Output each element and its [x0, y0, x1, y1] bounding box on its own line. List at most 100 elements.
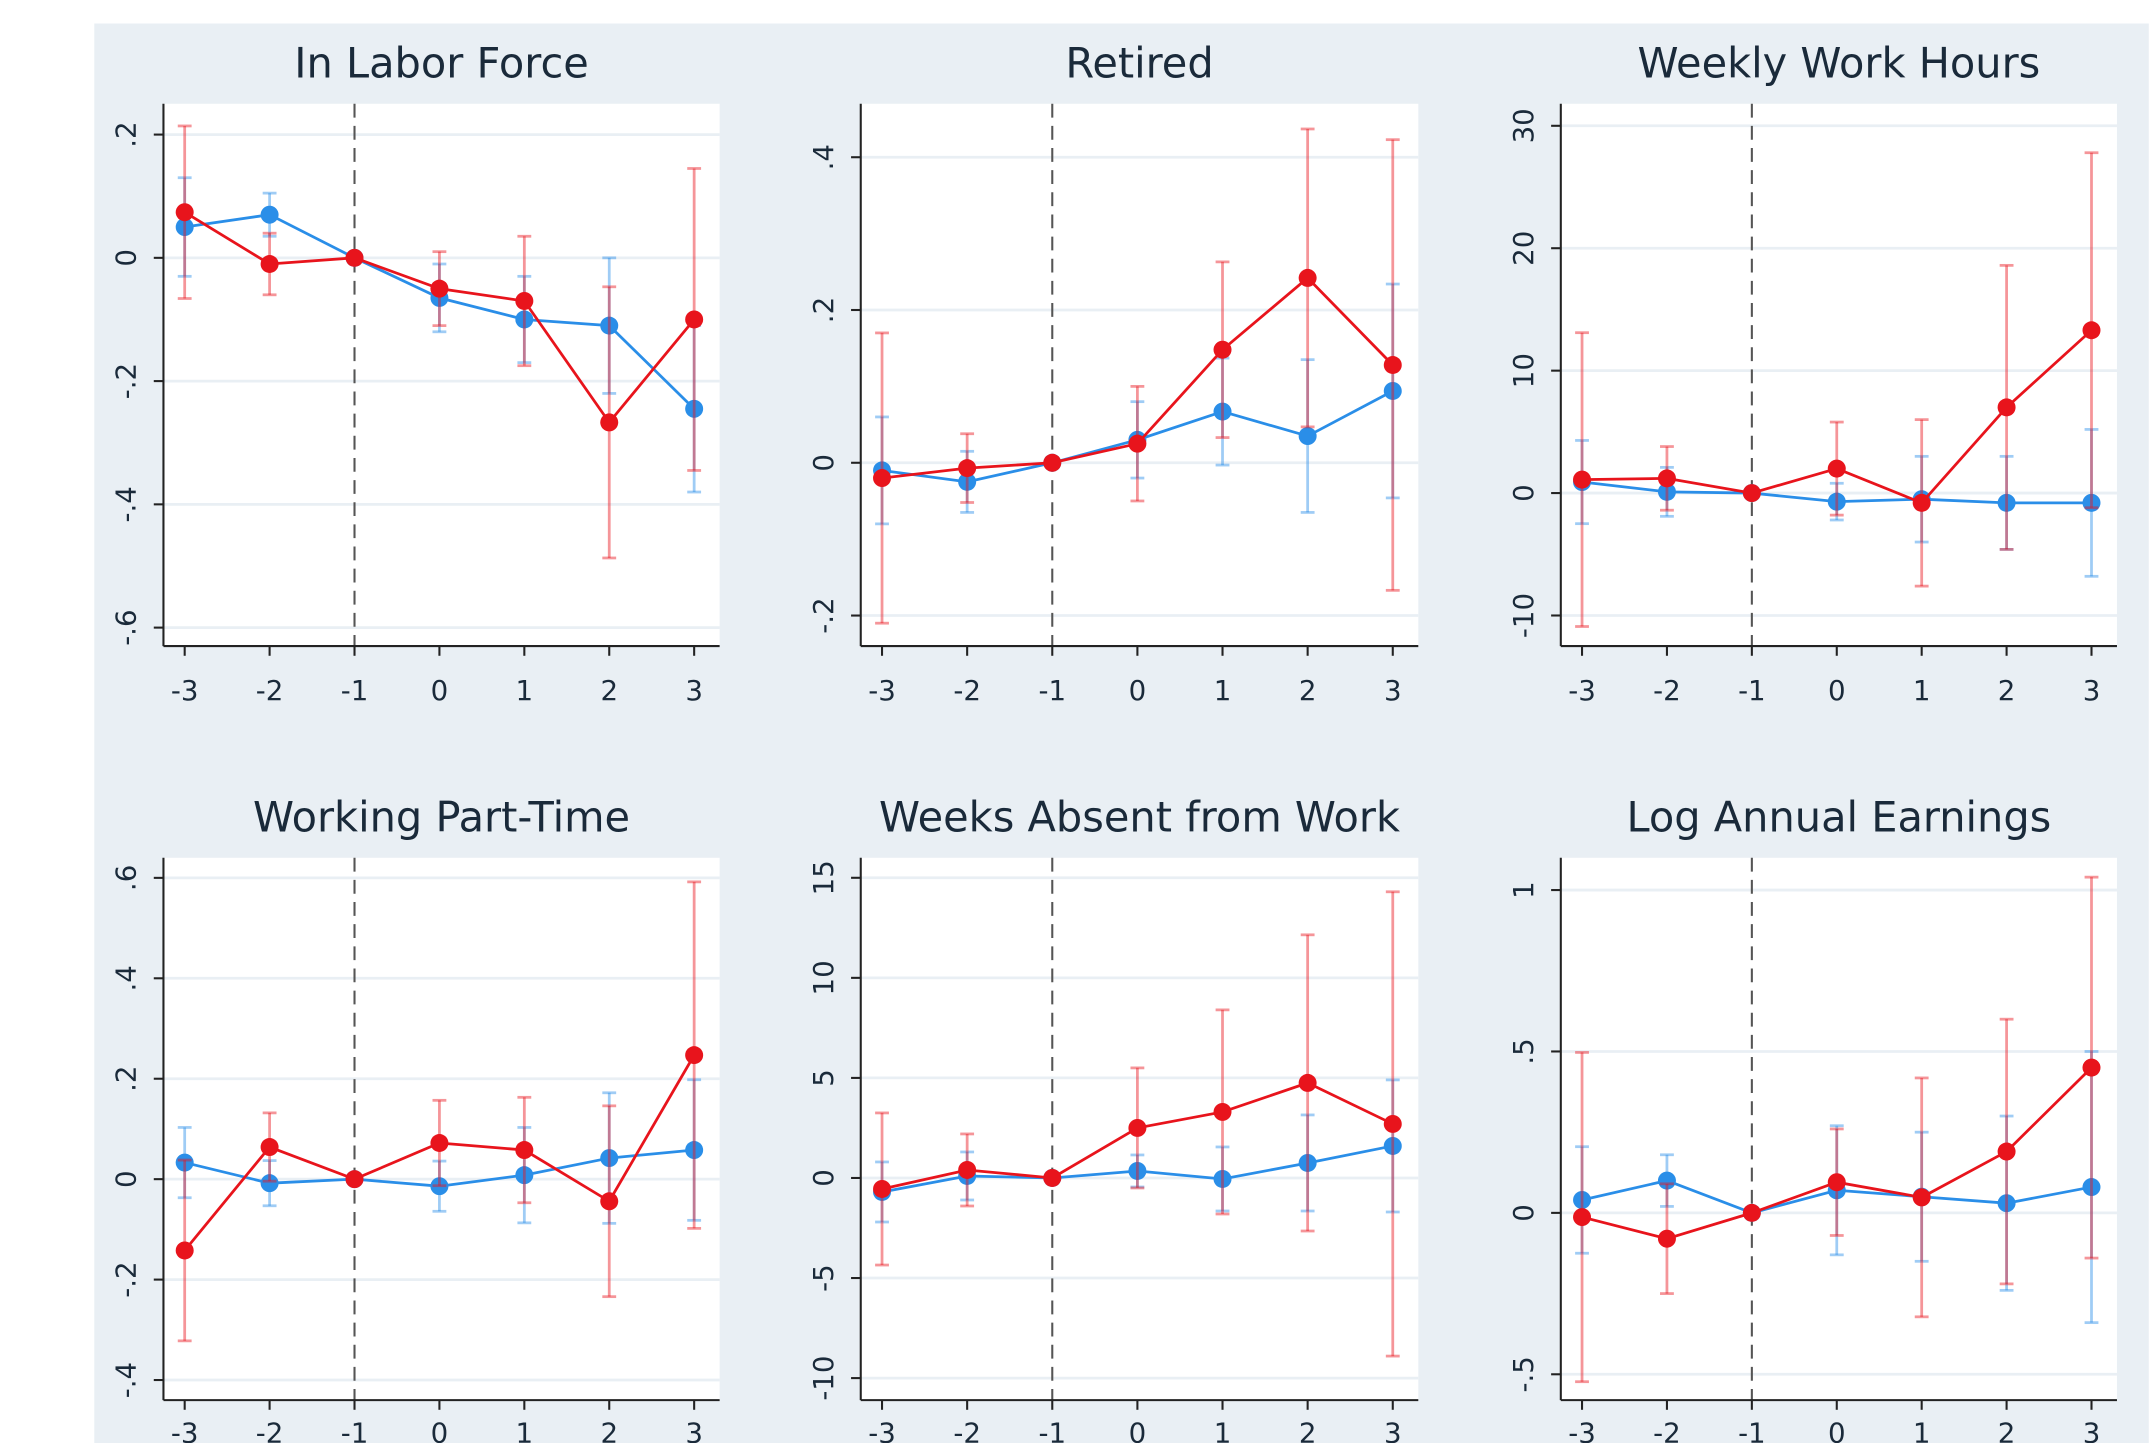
y-tick-label: .4	[807, 144, 840, 170]
point	[1912, 493, 1931, 512]
panel: In Labor Force -.6 -.4 -.2 0 .2 -3 -2 -1 0 1 2 3	[109, 38, 720, 707]
y-tick-label: .2	[109, 121, 142, 147]
y-tick-label: .6	[109, 865, 142, 891]
x-tick-label: 2	[1299, 1417, 1317, 1443]
point	[515, 1141, 534, 1160]
plot-area	[163, 103, 720, 647]
y-tick-label: 0	[1507, 1204, 1540, 1222]
point	[1997, 1194, 2016, 1213]
x-tick-label: 2	[600, 1417, 618, 1443]
plot-area	[1560, 103, 2117, 647]
point	[2082, 321, 2101, 340]
y-tick-label: -.4	[109, 1362, 142, 1398]
x-tick-label: 0	[1828, 674, 1846, 707]
x-tick-label: -3	[1568, 674, 1596, 707]
x-tick-label: 1	[516, 674, 534, 707]
point	[1997, 1142, 2016, 1161]
x-tick-label: 1	[516, 1417, 534, 1443]
x-tick-label: 0	[431, 674, 449, 707]
point	[515, 291, 534, 310]
panel-title: Working Part-Time	[253, 792, 630, 841]
point	[1213, 402, 1232, 421]
y-tick-label: .5	[1507, 1038, 1540, 1064]
y-tick-label: -10	[1507, 593, 1540, 638]
x-tick-label: 1	[1913, 1417, 1931, 1443]
x-tick-label: -2	[256, 1417, 284, 1443]
point	[175, 1153, 194, 1172]
point	[958, 1160, 977, 1179]
point	[175, 203, 194, 222]
x-tick-label: -1	[341, 1417, 369, 1443]
y-tick-label: 30	[1507, 108, 1540, 143]
x-tick-label: 0	[1828, 1417, 1846, 1443]
point	[2082, 1178, 2101, 1197]
point	[175, 218, 194, 237]
point	[345, 248, 364, 267]
point	[1997, 493, 2016, 512]
x-tick-label: -2	[256, 674, 284, 707]
point	[1213, 1169, 1232, 1188]
x-tick-label: -3	[868, 674, 896, 707]
y-tick-label: .4	[109, 965, 142, 991]
panel-title: Log Annual Earnings	[1626, 792, 2051, 841]
y-tick-label: -.2	[807, 597, 840, 633]
point	[1742, 484, 1761, 503]
point	[260, 205, 279, 224]
point	[1657, 1171, 1676, 1190]
point	[1213, 340, 1232, 359]
panel-title: Weekly Work Hours	[1637, 38, 2040, 87]
point	[685, 310, 704, 329]
x-tick-label: 2	[1998, 674, 2016, 707]
x-tick-label: 2	[600, 674, 618, 707]
point	[260, 1138, 279, 1157]
x-tick-label: 3	[685, 1417, 703, 1443]
point	[1383, 381, 1402, 400]
y-tick-label: -.5	[1507, 1356, 1540, 1392]
plot-area	[163, 857, 720, 1401]
x-tick-label: -1	[1738, 674, 1766, 707]
point	[1827, 1173, 1846, 1192]
y-tick-label: .2	[807, 297, 840, 323]
y-tick-label: -.2	[109, 1261, 142, 1297]
x-tick-label: -1	[1038, 674, 1066, 707]
y-tick-label: 0	[807, 454, 840, 472]
x-tick-label: 1	[1214, 1417, 1232, 1443]
point	[1128, 1118, 1147, 1137]
point	[1912, 1188, 1931, 1207]
x-tick-label: 0	[1129, 674, 1147, 707]
point	[1657, 482, 1676, 501]
point	[1827, 492, 1846, 511]
y-tick-label: 0	[807, 1169, 840, 1187]
x-tick-label: -3	[868, 1417, 896, 1443]
point	[1383, 356, 1402, 374]
x-tick-label: -3	[1568, 1417, 1596, 1443]
point	[260, 1174, 279, 1193]
x-tick-label: -1	[341, 674, 369, 707]
point	[1827, 459, 1846, 478]
point	[1657, 1229, 1676, 1248]
x-tick-label: 2	[1998, 1417, 2016, 1443]
panel-title: Retired	[1065, 38, 1213, 87]
point	[260, 255, 279, 273]
point	[1128, 434, 1147, 453]
panel-title: Weeks Absent from Work	[879, 792, 1400, 841]
point	[1383, 1136, 1402, 1155]
point	[430, 279, 449, 298]
y-tick-label: 5	[807, 1069, 840, 1087]
point	[1383, 1114, 1402, 1133]
y-tick-label: 10	[807, 960, 840, 995]
point	[430, 1134, 449, 1152]
x-tick-label: -2	[1653, 674, 1681, 707]
panel: Working Part-Time -.4 -.2 0 .2 .4 .6 -3 -2 -1 0 1 2 3	[109, 792, 720, 1443]
y-tick-label: -.6	[109, 609, 142, 645]
point	[600, 316, 619, 335]
panel: Log Annual Earnings -.5 0 .5 1 -3 -2 -1 0 1 2 3	[1507, 792, 2117, 1443]
point	[2082, 493, 2101, 512]
point	[1657, 469, 1676, 488]
panel-title: In Labor Force	[294, 38, 589, 87]
y-tick-label: 1	[1507, 881, 1540, 899]
point	[345, 1170, 364, 1189]
